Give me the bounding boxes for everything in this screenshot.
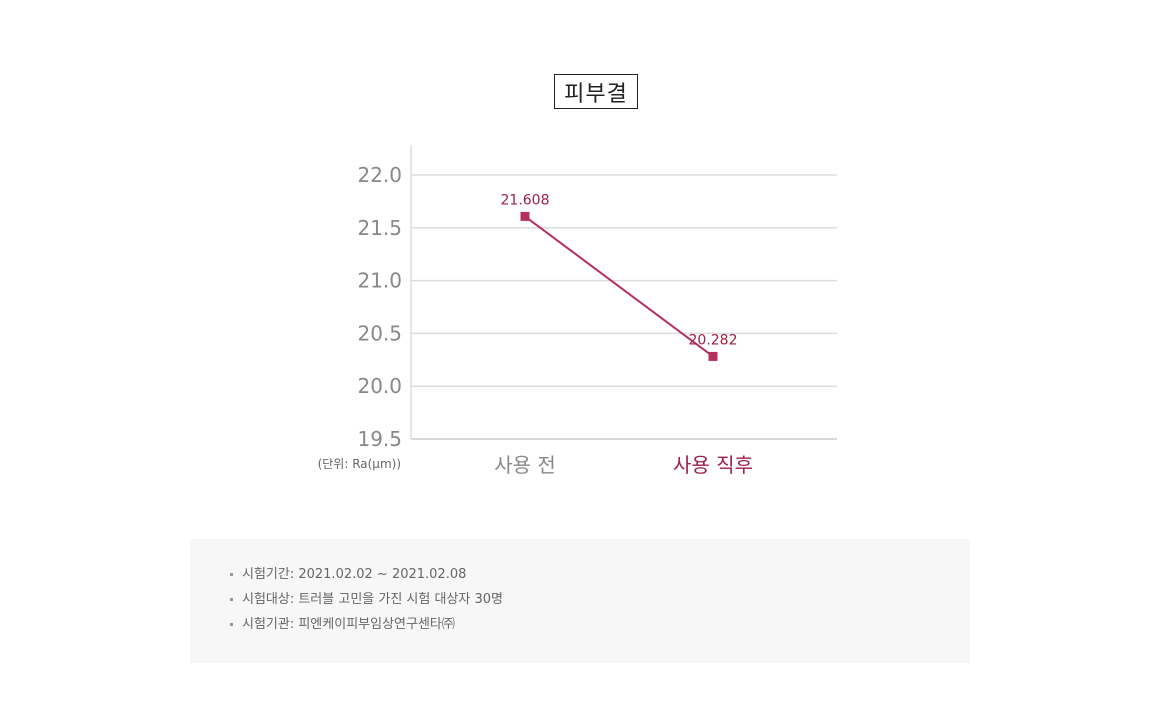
x-category-label: 사용 전 [494, 453, 556, 477]
y-tick-label: 20.5 [357, 321, 402, 345]
data-point [520, 211, 530, 221]
chart-title: 피부결 [554, 74, 638, 109]
data-label: 20.282 [689, 332, 738, 348]
y-tick-label: 21.5 [357, 216, 402, 240]
test-info-list: 시험기간: 2021.02.02 ~ 2021.02.08 시험대상: 트러블 … [230, 566, 503, 641]
y-tick-label: 19.5 [357, 427, 402, 451]
test-period: 시험기간: 2021.02.02 ~ 2021.02.08 [230, 566, 503, 591]
line-chart: 22.0 21.5 21.0 20.5 20.0 19.5 (단위: Ra(μm)) 사용 전… [318, 145, 837, 477]
data-label: 21.608 [501, 192, 550, 208]
test-info-panel: 시험기간: 2021.02.02 ~ 2021.02.08 시험대상: 트러블 … [190, 539, 970, 663]
data-point [708, 351, 718, 361]
test-subjects: 시험대상: 트러블 고민을 가진 시험 대상자 30명 [230, 591, 503, 616]
x-category-label: 사용 직후 [673, 453, 753, 477]
unit-label: (단위: Ra(μm)) [318, 457, 401, 471]
series-line [524, 215, 714, 358]
y-tick-label: 21.0 [357, 269, 402, 293]
test-institution: 시험기관: 피엔케이피부임상연구센타㈜ [230, 616, 503, 641]
y-tick-label: 22.0 [357, 163, 402, 187]
y-tick-label: 20.0 [357, 374, 402, 398]
